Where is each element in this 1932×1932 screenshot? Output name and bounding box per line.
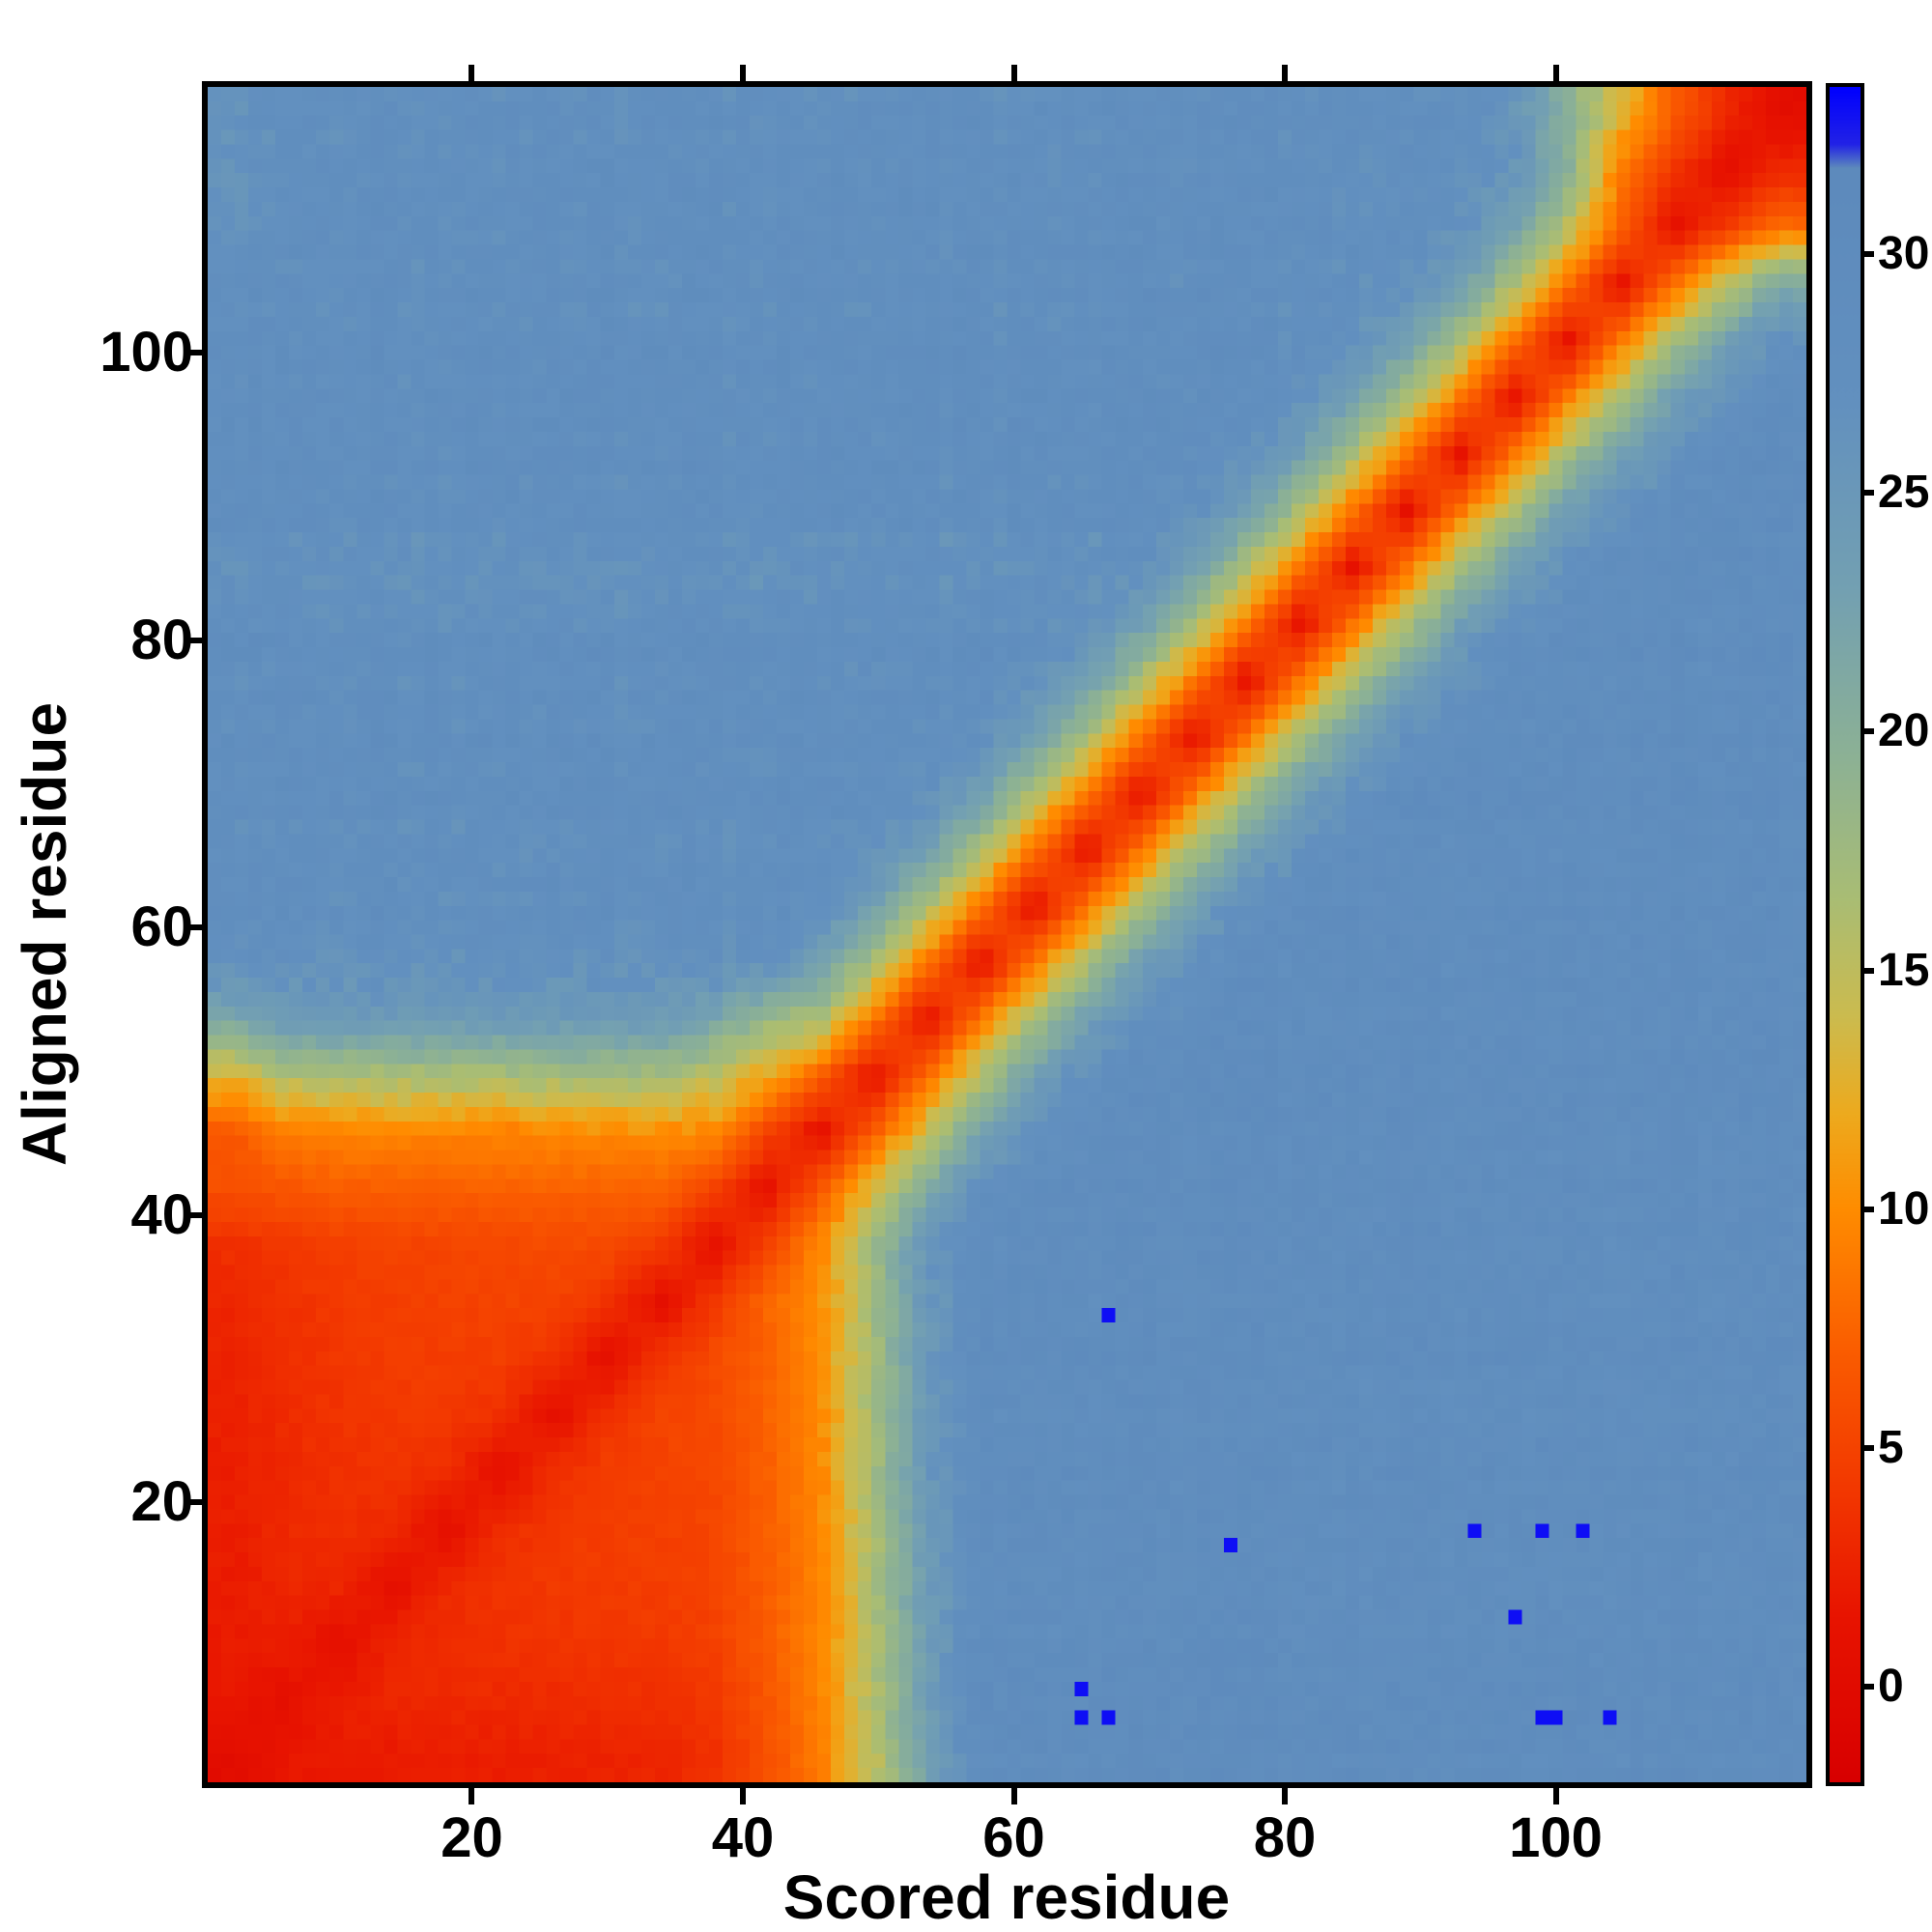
x-axis-tick-top — [1282, 65, 1289, 81]
colorbar-tick-label: 25 — [1878, 467, 1930, 519]
y-axis-tick-label: 60 — [130, 895, 193, 959]
colorbar-tick-label: 30 — [1878, 228, 1930, 280]
x-axis-tick-label: 80 — [1253, 1806, 1317, 1869]
x-axis-tick-label: 100 — [1509, 1806, 1603, 1869]
y-axis-tick — [185, 350, 202, 356]
colorbar-tick — [1861, 728, 1874, 735]
x-axis-tick-top — [1010, 65, 1017, 81]
x-axis-tick-top — [1552, 65, 1559, 81]
x-axis-title: Scored residue — [782, 1862, 1231, 1932]
y-axis-tick-label: 80 — [130, 608, 193, 671]
colorbar-tick-label: 15 — [1878, 944, 1930, 996]
x-axis-tick-label: 20 — [440, 1806, 503, 1869]
x-axis-tick-top — [740, 65, 746, 81]
y-axis-tick — [185, 637, 202, 643]
colorbar-tick-label: 0 — [1878, 1661, 1904, 1713]
x-axis-tick-bottom — [1552, 1788, 1559, 1804]
colorbar-tick-label: 20 — [1878, 705, 1930, 757]
y-axis-tick-label: 100 — [99, 321, 193, 384]
y-axis-tick — [185, 1211, 202, 1218]
colorbar-tick — [1861, 490, 1874, 497]
heatmap-canvas — [208, 87, 1806, 1782]
colorbar-gradient — [1830, 87, 1861, 1782]
colorbar-tick-label: 10 — [1878, 1182, 1930, 1235]
x-axis-tick-label: 40 — [711, 1806, 775, 1869]
colorbar-frame — [1826, 83, 1864, 1786]
colorbar-tick — [1861, 967, 1874, 974]
plot-frame — [202, 81, 1812, 1788]
colorbar-tick — [1861, 1444, 1874, 1451]
colorbar-tick — [1861, 251, 1874, 258]
y-axis-tick-label: 20 — [130, 1469, 193, 1533]
x-axis-tick-bottom — [1010, 1788, 1017, 1804]
colorbar-tick-label: 5 — [1878, 1421, 1904, 1473]
y-axis-tick-label: 40 — [130, 1182, 193, 1246]
colorbar-tick — [1861, 1684, 1874, 1690]
x-axis-tick-label: 60 — [982, 1806, 1045, 1869]
colorbar-tick — [1861, 1206, 1874, 1212]
x-axis-tick-bottom — [740, 1788, 746, 1804]
y-axis-tick — [185, 1498, 202, 1505]
x-axis-tick-bottom — [469, 1788, 475, 1804]
y-axis-tick — [185, 924, 202, 931]
x-axis-tick-top — [469, 65, 475, 81]
x-axis-tick-bottom — [1282, 1788, 1289, 1804]
